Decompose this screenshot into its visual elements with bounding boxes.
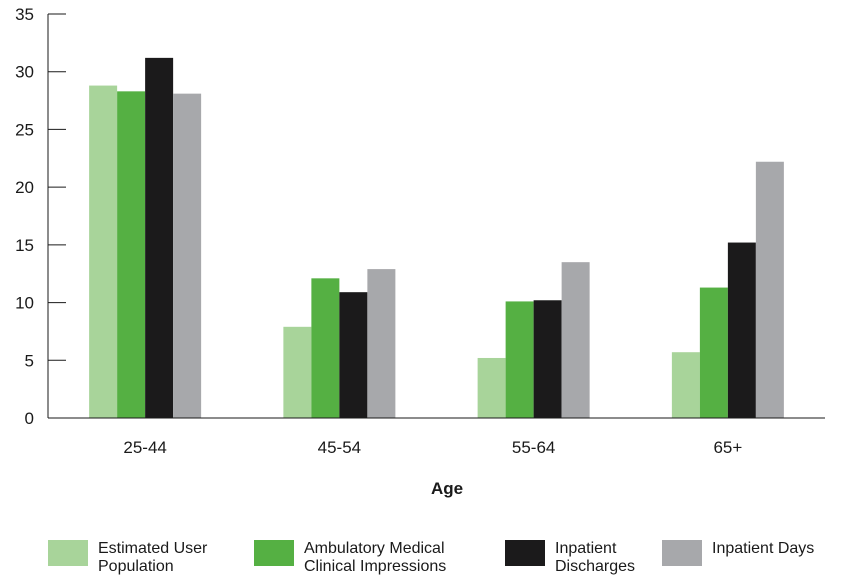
legend-swatch: [505, 540, 545, 566]
legend-label: Inpatient Days: [712, 540, 815, 557]
bar: [533, 300, 562, 418]
bar: [477, 357, 506, 418]
legend-label: Ambulatory Medical Clinical Impressions: [304, 540, 447, 575]
legend: Estimated User Population Ambulatory Med…: [48, 540, 848, 586]
y-tick-label: 20: [15, 178, 34, 197]
y-tick-label: 25: [15, 120, 34, 139]
y-tick-label: 30: [15, 63, 34, 82]
bars-group: [89, 57, 784, 419]
x-tick-label: 25-44: [123, 438, 166, 457]
bar: [311, 278, 340, 418]
y-tick-label: 10: [15, 294, 34, 313]
legend-item-inpatient-discharges: Inpatient Discharges: [505, 540, 635, 576]
legend-item-estimated-user-population: Estimated User Population: [48, 540, 207, 576]
legend-label: Estimated User Population: [98, 540, 208, 575]
y-tick-label: 35: [15, 5, 34, 24]
legend-item-ambulatory-medical-clinical-impressions: Ambulatory Medical Clinical Impressions: [254, 540, 446, 576]
bar: [671, 352, 700, 418]
y-tick-label: 5: [25, 351, 34, 370]
legend-swatch: [662, 540, 702, 566]
y-tick-label: 15: [15, 236, 34, 255]
bar: [727, 242, 756, 418]
bar: [283, 326, 312, 418]
bar: [561, 262, 590, 418]
y-tick-label: 0: [25, 409, 34, 428]
bar: [755, 161, 784, 418]
bar: [89, 85, 118, 419]
legend-item-inpatient-days: Inpatient Days: [662, 540, 814, 566]
bar: [339, 292, 368, 418]
bar: [367, 269, 396, 418]
x-tick-label: 45-54: [318, 438, 361, 457]
bar: [145, 57, 174, 419]
x-tick-label: 65+: [713, 438, 742, 457]
bar: [117, 91, 146, 418]
x-axis-title: Age: [431, 479, 463, 498]
bar: [173, 93, 202, 418]
legend-swatch: [254, 540, 294, 566]
legend-swatch: [48, 540, 88, 566]
x-tick-label: 55-64: [512, 438, 555, 457]
bar: [699, 287, 728, 418]
bar-chart: 0 5 10 15 20 25 30 35 25-44 45-54 55-64 65+ Age: [15, 5, 825, 498]
y-axis: 0 5 10 15 20 25 30 35: [15, 5, 66, 428]
bar: [505, 301, 534, 418]
legend-label: Inpatient Discharges: [555, 540, 636, 575]
x-axis: 25-44 45-54 55-64 65+: [48, 417, 825, 457]
